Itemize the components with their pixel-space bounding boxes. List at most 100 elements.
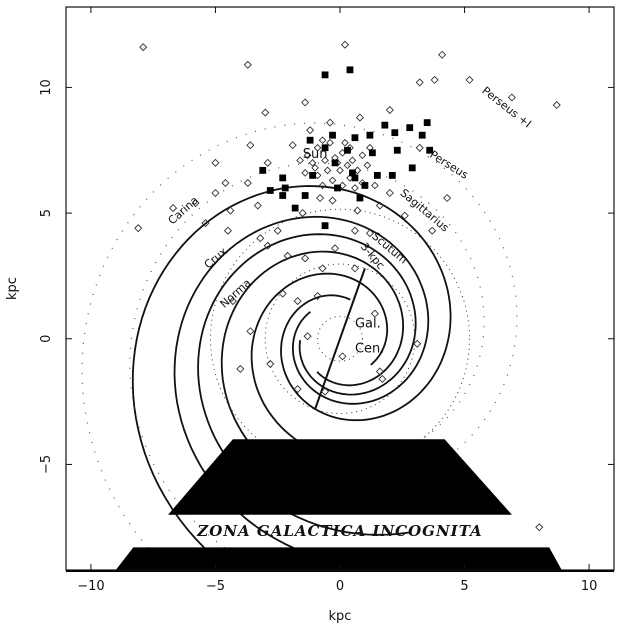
open-diamond-point: [316, 193, 325, 203]
sun-cluster-point: [326, 138, 334, 147]
open-diamond-point: [438, 50, 447, 59]
open-diamond-point: [246, 327, 255, 336]
open-diamond-point: [278, 289, 287, 298]
filled-square-point: [291, 204, 299, 212]
open-diamond-point: [507, 93, 516, 102]
filled-square-point: [301, 192, 309, 199]
sun-cluster-point: [318, 181, 327, 190]
sun-cluster-point: [296, 156, 304, 165]
sun-cluster-point: [328, 176, 337, 185]
sun-cluster-point: [313, 143, 322, 152]
x-tick-label: −10: [77, 579, 104, 594]
filled-square-point: [361, 182, 369, 189]
open-diamond-point: [306, 126, 315, 135]
arm-perseus-outer: [131, 185, 452, 570]
arm-norma: [250, 272, 389, 454]
filled-square-point: [381, 121, 389, 129]
filled-square-point: [423, 119, 431, 127]
data-points: [134, 40, 561, 532]
zona-incognita: [66, 439, 614, 572]
open-diamond-point: [211, 158, 220, 167]
filled-square-point: [321, 222, 329, 230]
open-diamond-point: [428, 226, 437, 235]
open-diamond-point: [413, 339, 422, 348]
open-diamond-point: [378, 374, 387, 384]
filled-square-point: [321, 144, 329, 152]
filled-square-point: [344, 146, 351, 154]
open-diamond-point: [243, 178, 252, 187]
guide-circle-0: [317, 315, 363, 362]
filled-square-point: [373, 171, 381, 179]
open-diamond-point: [552, 100, 561, 110]
filled-square-point: [391, 129, 399, 137]
open-diamond-point: [261, 108, 270, 117]
open-diamond-point: [353, 206, 362, 215]
sun-label: Sun: [303, 147, 328, 162]
x-tick-label: 5: [460, 579, 468, 594]
zone-lower-block: [115, 547, 562, 570]
filled-square-point: [418, 131, 426, 139]
y-tick-label: 0: [39, 335, 54, 343]
filled-square-point: [334, 184, 341, 192]
x-tick-label: 0: [336, 579, 344, 594]
guide-circle-2: [209, 208, 471, 469]
arm-label: Sagittarius: [398, 186, 452, 234]
zone-bottom-strip: [66, 570, 614, 572]
central-bar: [314, 268, 366, 410]
sun-cluster-point: [338, 181, 347, 190]
filled-square-point: [368, 149, 376, 157]
open-diamond-point: [430, 75, 439, 84]
center-label-line1: Gal.: [355, 316, 381, 331]
filled-square-point: [406, 124, 414, 132]
open-diamond-point: [375, 367, 384, 376]
open-diamond-point: [365, 229, 374, 238]
sun-cluster-point: [303, 151, 312, 160]
guide-circle-1: [264, 263, 416, 414]
open-diamond-point: [313, 292, 322, 301]
open-diamond-point: [226, 206, 235, 215]
filled-square-point: [366, 131, 374, 139]
open-diamond-point: [338, 352, 347, 361]
sun-cluster-point: [311, 164, 319, 172]
open-diamond-point: [400, 211, 409, 220]
filled-square-point: [356, 194, 364, 202]
open-diamond-point: [301, 254, 310, 263]
open-diamond-point: [253, 201, 262, 210]
open-diamond-point: [325, 118, 335, 127]
filled-square-point: [309, 171, 316, 179]
filled-square-point: [266, 187, 274, 194]
dotted-guides: [81, 122, 518, 570]
open-diamond-point: [256, 234, 265, 243]
open-diamond-point: [134, 224, 143, 233]
y-tick-label: −5: [39, 455, 54, 474]
open-diamond-point: [415, 78, 424, 87]
sun-cluster-point: [358, 151, 367, 160]
filled-square-point: [329, 131, 336, 139]
sun-cluster-point: [308, 158, 317, 167]
sun-cluster-point: [301, 169, 309, 177]
y-tick-label: 10: [39, 79, 54, 96]
open-diamond-point: [443, 193, 452, 203]
open-diamond-point: [370, 309, 379, 318]
x-tick-label: 10: [581, 579, 598, 594]
open-diamond-point: [288, 141, 297, 150]
zona-label: ZONA GALACTICA INCOGNITA: [196, 522, 482, 540]
y-axis-title: kpc: [5, 277, 20, 300]
arm-scutum: [220, 250, 404, 503]
filled-square-point: [331, 159, 339, 167]
filled-square-point: [281, 184, 289, 192]
filled-square-point: [321, 71, 329, 79]
open-diamond-point: [293, 384, 302, 394]
center-label-line2: Cen.: [355, 342, 384, 357]
y-tick-label: 5: [39, 209, 54, 217]
open-diamond-point: [169, 204, 178, 213]
sun-cluster-point: [321, 156, 329, 165]
x-axis-title: kpc: [329, 609, 352, 624]
open-diamond-point: [385, 106, 394, 115]
filled-square-point: [279, 192, 287, 199]
sun-cluster-point: [363, 161, 372, 170]
open-diamond-point: [243, 60, 252, 69]
filled-square-point: [351, 134, 359, 142]
open-diamond-point: [415, 143, 424, 152]
